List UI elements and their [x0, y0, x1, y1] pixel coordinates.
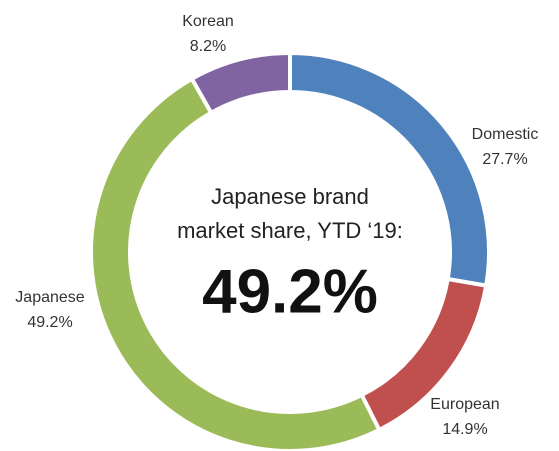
donut-segment	[89, 76, 382, 451]
segment-value-label: 49.2%	[27, 314, 72, 331]
segment-label: Korean	[182, 13, 234, 30]
center-text: Japanese brand	[211, 184, 369, 209]
segment-value-label: 14.9%	[442, 421, 487, 438]
segment-label: Domestic	[472, 126, 539, 143]
center-value: 49.2%	[202, 257, 378, 326]
segment-label: Japanese	[15, 289, 84, 306]
segment-value-label: 8.2%	[190, 38, 226, 55]
segment-value-label: 27.7%	[482, 151, 527, 168]
segment-label: European	[430, 396, 499, 413]
donut-segment	[189, 50, 292, 116]
center-text: market share, YTD ‘19:	[177, 218, 403, 243]
donut-segment	[288, 50, 491, 288]
